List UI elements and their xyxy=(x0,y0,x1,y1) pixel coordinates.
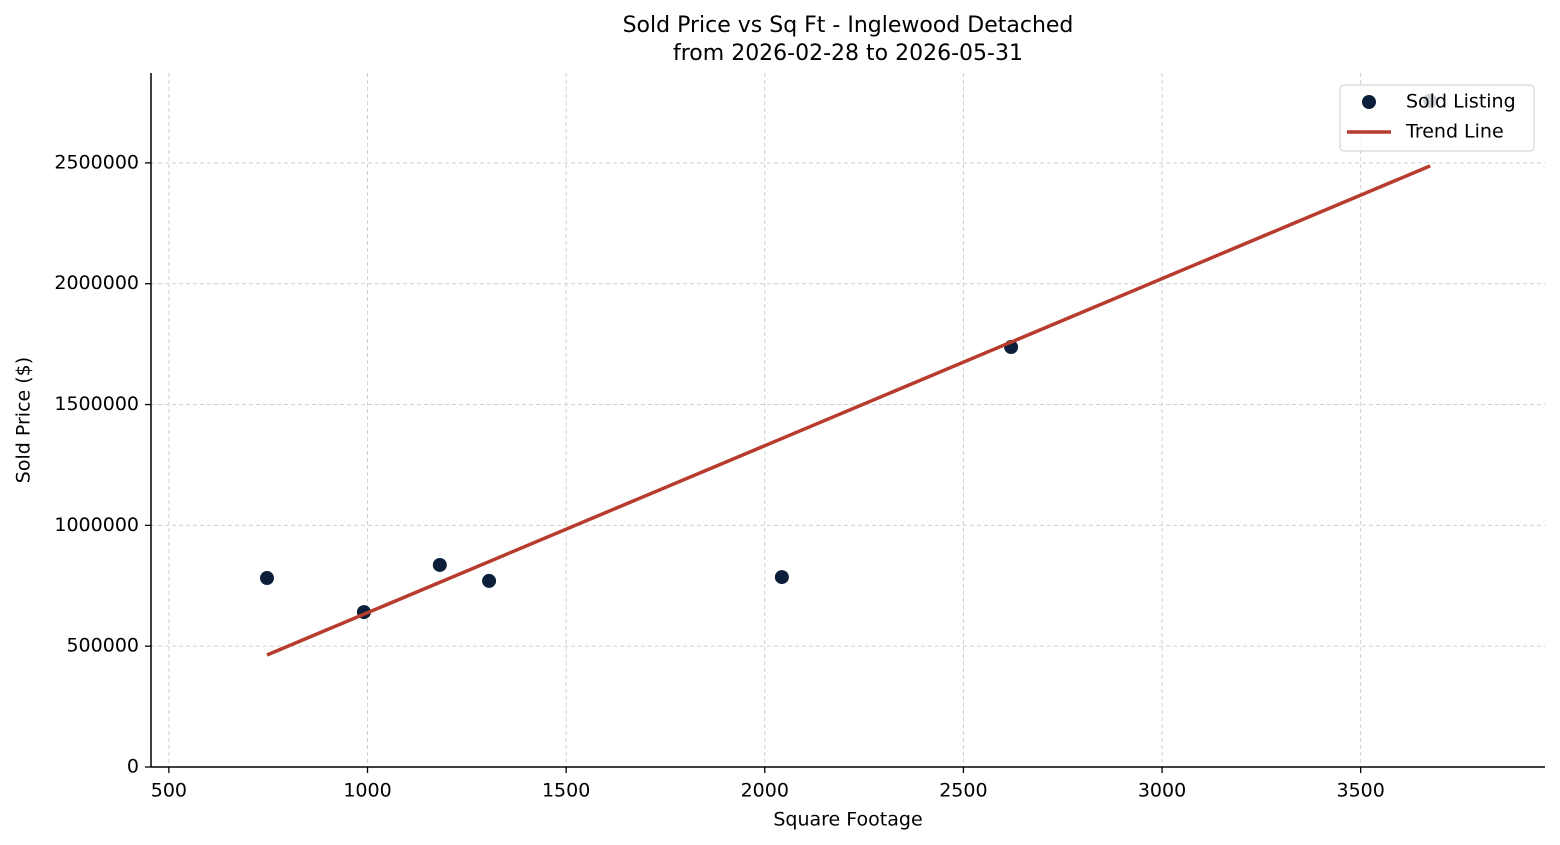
x-tick-label: 500 xyxy=(151,780,187,802)
plot-area xyxy=(260,93,1438,657)
legend-label: Sold Listing xyxy=(1406,91,1516,113)
chart-title: Sold Price vs Sq Ft - Inglewood Detached xyxy=(623,13,1074,38)
y-tick-label: 500000 xyxy=(66,635,139,657)
data-point xyxy=(432,557,447,572)
y-tick-label: 2000000 xyxy=(54,272,139,294)
x-tick-label: 3000 xyxy=(1138,780,1186,802)
x-tick-label: 2500 xyxy=(939,780,987,802)
data-point xyxy=(774,570,789,585)
legend: Sold Listing Trend Line xyxy=(1339,84,1535,152)
y-axis-label: Sold Price ($) xyxy=(13,357,35,483)
grid xyxy=(151,73,1545,768)
legend-label: Trend Line xyxy=(1405,121,1504,143)
legend-swatch xyxy=(1362,95,1376,109)
y-tick-label: 1000000 xyxy=(54,514,139,536)
legend-box xyxy=(1339,84,1535,152)
y-tick-label: 2500000 xyxy=(54,151,139,173)
trend-line xyxy=(266,164,1431,657)
x-tick-label: 3500 xyxy=(1336,780,1384,802)
chart-subtitle: from 2026-02-28 to 2026-05-31 xyxy=(673,41,1023,66)
data-point xyxy=(482,573,497,588)
y-tick-label: 0 xyxy=(127,756,139,778)
x-tick-label: 1000 xyxy=(343,780,391,802)
x-tick-label: 1500 xyxy=(542,780,590,802)
x-axis-label: Square Footage xyxy=(773,809,922,831)
data-point xyxy=(260,571,275,586)
x-tick-label: 2000 xyxy=(741,780,789,802)
y-tick-label: 1500000 xyxy=(54,393,139,415)
